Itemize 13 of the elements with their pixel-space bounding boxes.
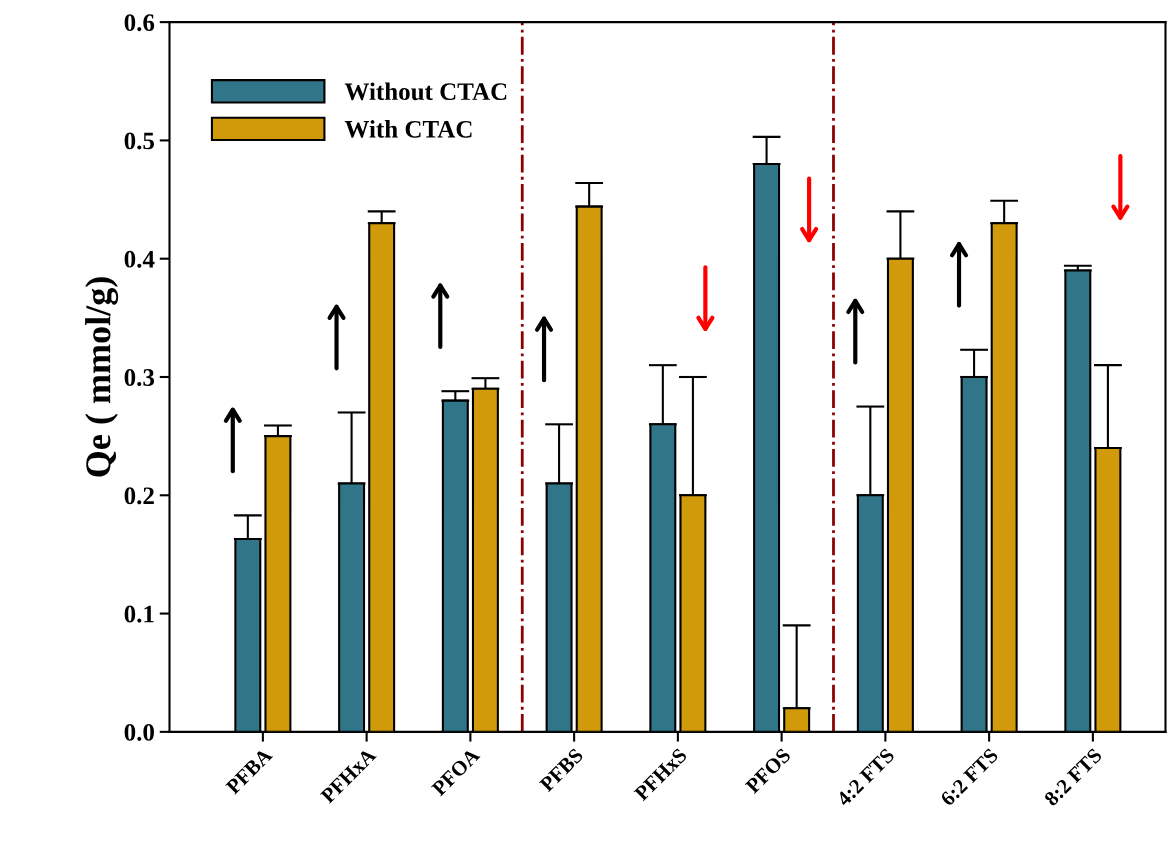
y-tick-label: 0.0: [124, 723, 154, 741]
y-tick-label: 0.4: [124, 250, 155, 268]
x-tick-label: 6:2 FTS: [939, 747, 999, 807]
x-tick-label: 8:2 FTS: [1043, 747, 1103, 807]
legend-label: Without CTAC: [344, 82, 507, 101]
x-tick-label: 4:2 FTS: [835, 747, 896, 808]
y-tick-label: 0.2: [124, 487, 154, 505]
legend-label: With CTAC: [344, 120, 472, 138]
y-tick-label: 0.3: [124, 369, 155, 387]
y-tick-label: 0.1: [124, 605, 154, 623]
y-axis-title: Qe ( mmol/g): [85, 277, 119, 477]
y-tick-label: 0.5: [124, 132, 155, 150]
y-tick-label: 0.6: [124, 14, 155, 32]
